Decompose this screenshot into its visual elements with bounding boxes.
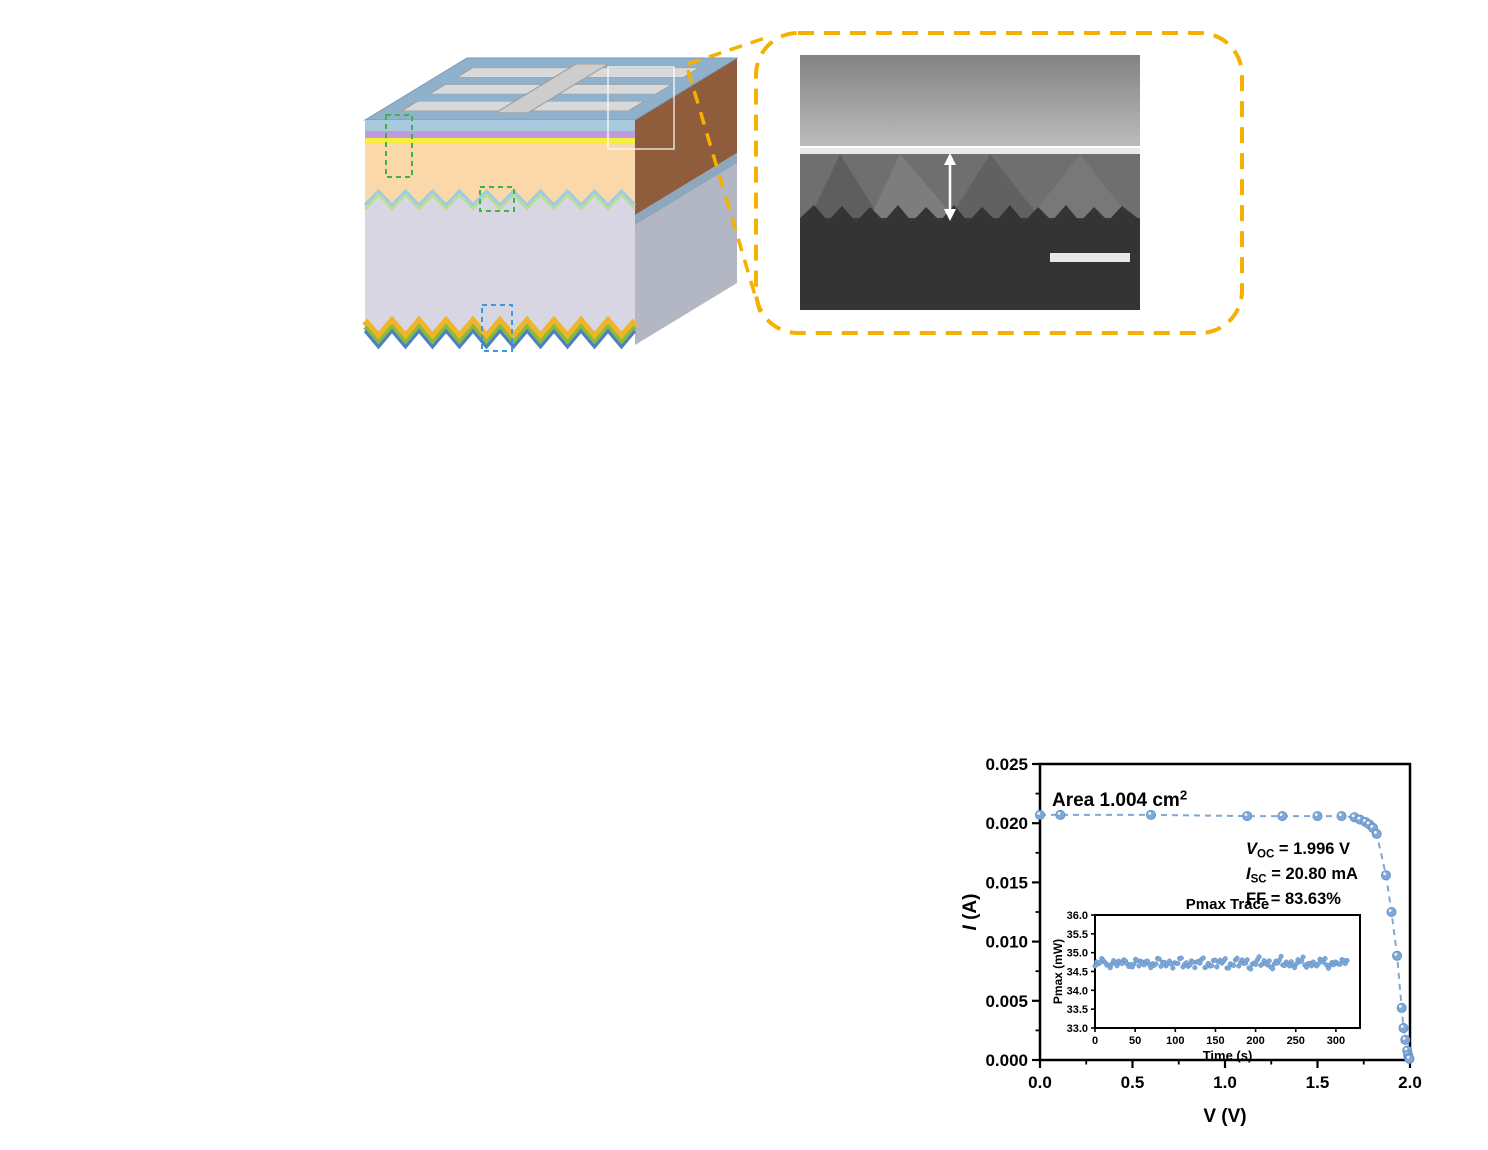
svg-text:50: 50	[1129, 1035, 1141, 1047]
texture-front-blue	[363, 188, 637, 208]
svg-text:36.0: 36.0	[1067, 910, 1088, 922]
marker-box-white	[607, 66, 675, 150]
svg-text:35.5: 35.5	[1067, 929, 1088, 941]
svg-text:I (A): I (A)	[960, 894, 981, 931]
panel-h-chart-eqe	[505, 750, 965, 1145]
scale-bar	[1050, 253, 1130, 262]
sem-panel	[754, 31, 1244, 335]
svg-text:0: 0	[1092, 1035, 1098, 1047]
zoom-callout-border	[754, 31, 1244, 335]
panel-e-chart-ff	[750, 378, 1085, 748]
svg-text:2.0: 2.0	[1398, 1073, 1422, 1092]
device-schematic	[362, 57, 739, 352]
svg-text:0.025: 0.025	[985, 755, 1028, 774]
panel-c-chart-pce	[70, 378, 405, 748]
svg-text:150: 150	[1206, 1035, 1224, 1047]
svg-text:0.000: 0.000	[985, 1051, 1028, 1070]
svg-text:FF = 83.63%: FF = 83.63%	[1246, 890, 1341, 908]
sem-image	[800, 55, 1140, 310]
layer-sno2	[365, 138, 635, 144]
texture-bottom-gold	[362, 315, 638, 343]
panel-f-chart-jsc	[1085, 378, 1420, 748]
svg-text:Area 1.004 cm2: Area 1.004 cm2	[1052, 788, 1187, 811]
svg-text:Time (s): Time (s)	[1203, 1048, 1253, 1063]
side-face-perovskite	[635, 58, 737, 215]
layer-c-si	[365, 191, 635, 347]
marker-box-green-mid	[479, 186, 515, 212]
svg-text:Pmax (mW): Pmax (mW)	[1051, 939, 1065, 1004]
svg-text:ISC = 20.80 mA: ISC = 20.80 mA	[1246, 865, 1358, 886]
svg-text:100: 100	[1166, 1035, 1184, 1047]
layer-izo	[365, 120, 635, 131]
iv-curve	[1035, 809, 1415, 1064]
svg-text:Pmax Trace: Pmax Trace	[1186, 896, 1269, 913]
layer-c60	[365, 131, 635, 138]
svg-text:0.5: 0.5	[1121, 1073, 1145, 1092]
svg-text:250: 250	[1287, 1035, 1305, 1047]
svg-text:33.5: 33.5	[1067, 1004, 1088, 1016]
marker-box-green-top	[385, 114, 413, 178]
texture-bottom-blue	[363, 328, 637, 350]
svg-text:0.020: 0.020	[985, 814, 1028, 833]
texture-front-green	[364, 193, 636, 211]
ag-grid	[400, 63, 701, 113]
panel-g-chart-jv	[78, 750, 508, 1145]
svg-text:0.005: 0.005	[985, 992, 1028, 1011]
svg-text:200: 200	[1246, 1035, 1264, 1047]
svg-text:V (V): V (V)	[1203, 1106, 1246, 1127]
svg-text:34.5: 34.5	[1067, 967, 1088, 979]
svg-text:0.015: 0.015	[985, 873, 1028, 892]
svg-text:1.0: 1.0	[1213, 1073, 1237, 1092]
svg-text:VOC = 1.996 V: VOC = 1.996 V	[1246, 840, 1350, 861]
side-face-layer	[635, 153, 737, 227]
side-face-silicon	[635, 163, 737, 345]
svg-text:33.0: 33.0	[1067, 1023, 1088, 1035]
pmax-inset: Pmax Trace 33.0 33.5 34.0 34.5 35.0 35.5 36.0 0 5…	[1051, 896, 1361, 1063]
panel-i-chart-iv: 0.0 0.5 1.0 1.5 2.0 0.000 0.005 0.010 0.015 0.020…	[960, 755, 1422, 1127]
svg-text:0.010: 0.010	[985, 933, 1028, 952]
svg-text:1.5: 1.5	[1306, 1073, 1330, 1092]
texture-bottom-green	[363, 323, 637, 347]
marker-box-blue-bottom	[481, 304, 513, 352]
svg-text:34.0: 34.0	[1067, 985, 1088, 997]
panel-d-chart-voc	[405, 378, 740, 748]
axes: 0.0 0.5 1.0 1.5 2.0 0.000 0.005 0.010 0.015 0.020…	[960, 755, 1422, 1127]
svg-text:300: 300	[1327, 1035, 1345, 1047]
svg-text:0.0: 0.0	[1028, 1073, 1052, 1092]
svg-text:35.0: 35.0	[1067, 948, 1088, 960]
callout-connectors	[686, 35, 769, 313]
